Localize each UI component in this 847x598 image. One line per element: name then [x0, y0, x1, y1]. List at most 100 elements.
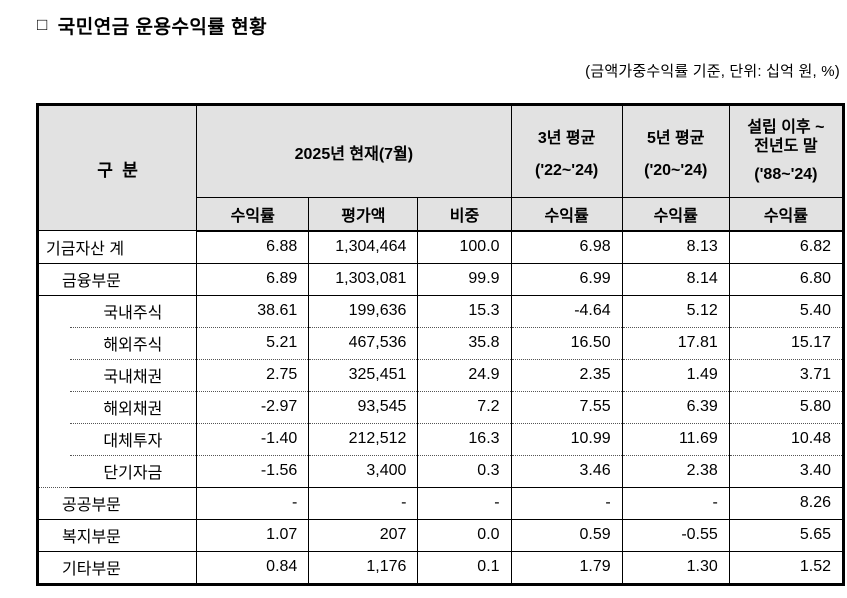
row-label: 국내주식 — [69, 295, 198, 328]
subheader-eval-amount: 평가액 — [308, 197, 419, 232]
header-3yr-avg: 3년 평균 ('22~'24) — [510, 104, 623, 198]
header-inception-line1: 설립 이후 ~ — [747, 119, 825, 137]
cell-weight: 0.1 — [417, 551, 512, 584]
cell-return-2025: 6.89 — [196, 263, 310, 296]
row-label: 금융부문 — [36, 263, 198, 296]
row-label: 단기자금 — [69, 455, 198, 488]
cell-avg5: 1.30 — [621, 551, 730, 584]
cell-return-2025: -2.97 — [196, 391, 310, 424]
row-label: 해외채권 — [69, 391, 198, 424]
header-5yr-avg: 5년 평균 ('20~'24) — [621, 104, 730, 198]
cell-return-2025: 0.84 — [196, 551, 310, 584]
row-label: 복지부문 — [36, 519, 198, 552]
cell-weight: 16.3 — [417, 423, 512, 456]
cell-return-2025: 5.21 — [196, 327, 310, 360]
cell-inception: 6.80 — [728, 263, 845, 296]
cell-inception: 15.17 — [728, 327, 845, 360]
cell-avg5: 8.13 — [621, 230, 730, 264]
returns-table: 구 분 2025년 현재(7월) 3년 평균 ('22~'24) 5년 평균 (… — [36, 103, 845, 586]
cell-weight: 24.9 — [417, 359, 512, 392]
subheader-weight: 비중 — [417, 197, 512, 232]
cell-avg3: 2.35 — [510, 359, 623, 392]
section-title-row: □ 국민연금 운용수익률 현황 — [37, 12, 267, 39]
table-row-alternative: 대체투자 -1.40 212,512 16.3 10.99 11.69 10.4… — [38, 423, 845, 456]
table-row-welfare: 복지부문 1.07 207 0.0 0.59 -0.55 5.65 — [36, 519, 845, 552]
cell-return-2025: -1.40 — [196, 423, 310, 456]
cell-inception: 8.26 — [728, 487, 845, 520]
cell-weight: 0.3 — [417, 455, 512, 488]
label-indent-spacer — [36, 295, 70, 488]
cell-avg3: 0.59 — [510, 519, 623, 552]
cell-return-2025: 6.88 — [196, 230, 310, 264]
header-3yr-title: 3년 평균 — [537, 129, 596, 147]
table-row-global-bond: 해외채권 -2.97 93,545 7.2 7.55 6.39 5.80 — [38, 391, 845, 424]
cell-weight: 7.2 — [417, 391, 512, 424]
cell-return-2025: 38.61 — [196, 295, 310, 328]
row-label: 대체투자 — [69, 423, 198, 456]
table-row-total: 기금자산 계 6.88 1,304,464 100.0 6.98 8.13 6.… — [36, 230, 845, 264]
header-inception-line2: 전년도 말 — [754, 138, 818, 155]
cell-eval-amount: 1,304,464 — [308, 230, 419, 264]
page-title: 국민연금 운용수익률 현황 — [57, 17, 268, 38]
cell-eval-amount: 1,303,081 — [308, 263, 419, 296]
cell-return-2025: 1.07 — [196, 519, 310, 552]
section-bullet-icon: □ — [37, 14, 48, 34]
cell-avg3: 6.98 — [510, 230, 623, 264]
cell-inception: 5.40 — [728, 295, 845, 328]
cell-avg3: 7.55 — [510, 391, 623, 424]
cell-avg3: 1.79 — [510, 551, 623, 584]
cell-avg3: -4.64 — [510, 295, 623, 328]
row-label: 기금자산 계 — [36, 230, 198, 264]
header-inception-range: ('88~'24) — [754, 165, 818, 183]
cell-inception: 5.65 — [728, 519, 845, 552]
table-unit-note: (금액가중수익률 기준, 단위: 십억 원, %) — [585, 63, 840, 80]
subheader-return-2025: 수익률 — [196, 197, 310, 232]
cell-avg5: -0.55 — [621, 519, 730, 552]
cell-eval-amount: 467,536 — [308, 327, 419, 360]
cell-inception: 10.48 — [728, 423, 845, 456]
row-label: 해외주식 — [69, 327, 198, 360]
header-2025-group: 2025년 현재(7월) — [196, 104, 512, 198]
row-label: 공공부문 — [36, 487, 198, 520]
cell-eval-amount: 207 — [308, 519, 419, 552]
subheader-return-inception: 수익률 — [728, 197, 845, 232]
cell-weight: 15.3 — [417, 295, 512, 328]
cell-eval-amount: 93,545 — [308, 391, 419, 424]
table-row-global-equity: 해외주식 5.21 467,536 35.8 16.50 17.81 15.17 — [38, 327, 845, 360]
subheader-return-5yr: 수익률 — [621, 197, 730, 232]
cell-inception: 3.40 — [728, 455, 845, 488]
cell-eval-amount: 3,400 — [308, 455, 419, 488]
cell-inception: 3.71 — [728, 359, 845, 392]
cell-inception: 5.80 — [728, 391, 845, 424]
cell-return-2025: - — [196, 487, 310, 520]
cell-weight: 35.8 — [417, 327, 512, 360]
cell-avg5: 11.69 — [621, 423, 730, 456]
cell-avg5: 8.14 — [621, 263, 730, 296]
cell-avg5: 17.81 — [621, 327, 730, 360]
table-row-other: 기타부문 0.84 1,176 0.1 1.79 1.30 1.52 — [36, 551, 845, 584]
header-5yr-range: ('20~'24) — [644, 161, 708, 179]
cell-avg5: 6.39 — [621, 391, 730, 424]
table-row-financial: 금융부문 6.89 1,303,081 99.9 6.99 8.14 6.80 — [36, 263, 845, 296]
cell-eval-amount: 1,176 — [308, 551, 419, 584]
cell-avg5: 5.12 — [621, 295, 730, 328]
cell-avg3: - — [510, 487, 623, 520]
cell-return-2025: -1.56 — [196, 455, 310, 488]
cell-eval-amount: 325,451 — [308, 359, 419, 392]
cell-weight: - — [417, 487, 512, 520]
cell-avg5: - — [621, 487, 730, 520]
table-row-public: 공공부문 - - - - - 8.26 — [36, 487, 845, 520]
row-label: 국내채권 — [69, 359, 198, 392]
cell-inception: 1.52 — [728, 551, 845, 584]
table-row-domestic-equity: 국내주식 38.61 199,636 15.3 -4.64 5.12 5.40 — [36, 295, 845, 488]
cell-avg3: 10.99 — [510, 423, 623, 456]
table-row-domestic-bond: 국내채권 2.75 325,451 24.9 2.35 1.49 3.71 — [38, 359, 845, 392]
cell-eval-amount: 212,512 — [308, 423, 419, 456]
header-since-inception: 설립 이후 ~ 전년도 말 ('88~'24) — [728, 104, 845, 198]
header-category: 구 분 — [36, 104, 198, 231]
cell-avg5: 1.49 — [621, 359, 730, 392]
cell-avg3: 3.46 — [510, 455, 623, 488]
cell-return-2025: 2.75 — [196, 359, 310, 392]
cell-weight: 0.0 — [417, 519, 512, 552]
cell-inception: 6.82 — [728, 230, 845, 264]
